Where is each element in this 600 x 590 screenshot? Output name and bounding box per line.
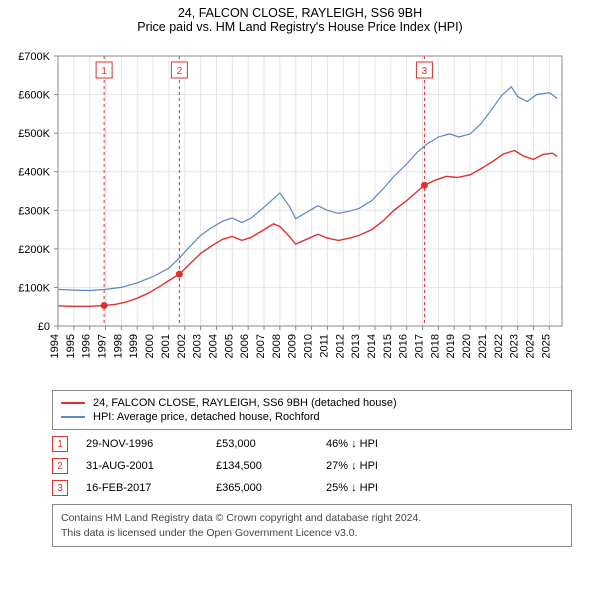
- footer-attribution: Contains HM Land Registry data © Crown c…: [52, 504, 572, 547]
- legend-swatch: [61, 416, 85, 418]
- legend-item-property: 24, FALCON CLOSE, RAYLEIGH, SS6 9BH (det…: [61, 397, 563, 409]
- svg-text:2021: 2021: [477, 334, 489, 358]
- svg-text:2009: 2009: [287, 334, 299, 358]
- svg-text:2011: 2011: [318, 334, 330, 358]
- sale-row: 2 31-AUG-2001£134,50027% ↓ HPI: [52, 458, 588, 474]
- legend-label: 24, FALCON CLOSE, RAYLEIGH, SS6 9BH (det…: [93, 397, 397, 409]
- svg-text:2003: 2003: [192, 334, 204, 358]
- sale-diff: 27% ↓ HPI: [326, 460, 436, 472]
- svg-text:2002: 2002: [176, 334, 188, 358]
- footer-line: Contains HM Land Registry data © Crown c…: [61, 511, 563, 526]
- svg-text:1994: 1994: [49, 334, 61, 358]
- legend: 24, FALCON CLOSE, RAYLEIGH, SS6 9BH (det…: [52, 390, 572, 430]
- svg-text:2001: 2001: [160, 334, 172, 358]
- footer-line: This data is licensed under the Open Gov…: [61, 526, 563, 541]
- svg-text:2: 2: [177, 66, 183, 77]
- svg-text:2023: 2023: [509, 334, 521, 358]
- legend-swatch: [61, 402, 85, 404]
- svg-text:£300K: £300K: [18, 205, 50, 217]
- svg-text:2020: 2020: [461, 334, 473, 358]
- svg-text:2006: 2006: [239, 334, 251, 358]
- svg-text:2005: 2005: [223, 334, 235, 358]
- legend-item-hpi: HPI: Average price, detached house, Roch…: [61, 411, 563, 423]
- svg-text:2024: 2024: [524, 334, 536, 358]
- svg-text:2016: 2016: [398, 334, 410, 358]
- svg-text:2008: 2008: [271, 334, 283, 358]
- sale-date: 31-AUG-2001: [86, 460, 216, 472]
- svg-text:2015: 2015: [382, 334, 394, 358]
- sales-table: 1 29-NOV-1996£53,00046% ↓ HPI 2 31-AUG-2001…: [52, 436, 588, 496]
- svg-text:3: 3: [422, 66, 428, 77]
- svg-text:£700K: £700K: [18, 51, 50, 63]
- svg-text:2004: 2004: [207, 334, 219, 358]
- sale-diff: 46% ↓ HPI: [326, 438, 436, 450]
- svg-text:2017: 2017: [414, 334, 426, 358]
- sale-badge: 2: [52, 458, 68, 474]
- svg-text:2018: 2018: [429, 334, 441, 358]
- sale-price: £134,500: [216, 460, 326, 472]
- svg-text:2000: 2000: [144, 334, 156, 358]
- chart-area: £0 £100K £200K £300K £400K £500K £600K £700K 199…: [8, 42, 592, 382]
- svg-text:1995: 1995: [65, 334, 77, 358]
- sale-diff: 25% ↓ HPI: [326, 482, 436, 494]
- svg-text:2012: 2012: [334, 334, 346, 358]
- sale-price: £365,000: [216, 482, 326, 494]
- legend-label: HPI: Average price, detached house, Roch…: [93, 411, 320, 423]
- svg-text:2019: 2019: [445, 334, 457, 358]
- sale-price: £53,000: [216, 438, 326, 450]
- svg-text:2025: 2025: [540, 334, 552, 358]
- svg-text:1996: 1996: [81, 334, 93, 358]
- sale-row: 1 29-NOV-1996£53,00046% ↓ HPI: [52, 436, 588, 452]
- sale-date: 29-NOV-1996: [86, 438, 216, 450]
- svg-text:1: 1: [101, 66, 107, 77]
- svg-text:2010: 2010: [303, 334, 315, 358]
- svg-text:£100K: £100K: [18, 282, 50, 294]
- svg-text:£200K: £200K: [18, 244, 50, 256]
- sale-badge: 1: [52, 436, 68, 452]
- svg-text:1999: 1999: [128, 334, 140, 358]
- svg-text:2007: 2007: [255, 334, 267, 358]
- svg-text:1998: 1998: [112, 334, 124, 358]
- sale-row: 3 16-FEB-2017£365,00025% ↓ HPI: [52, 480, 588, 496]
- svg-text:£400K: £400K: [18, 167, 50, 179]
- sale-badge: 3: [52, 480, 68, 496]
- svg-text:£600K: £600K: [18, 90, 50, 102]
- svg-text:£0: £0: [38, 321, 50, 333]
- svg-text:£500K: £500K: [18, 128, 50, 140]
- svg-text:1997: 1997: [97, 334, 109, 358]
- svg-text:2013: 2013: [350, 334, 362, 358]
- price-chart: £0 £100K £200K £300K £400K £500K £600K £700K 199…: [8, 42, 568, 382]
- svg-text:2022: 2022: [493, 334, 505, 358]
- chart-title-line2: Price paid vs. HM Land Registry's House …: [8, 20, 592, 34]
- chart-title-line1: 24, FALCON CLOSE, RAYLEIGH, SS6 9BH: [8, 6, 592, 20]
- svg-text:2014: 2014: [366, 334, 378, 358]
- sale-date: 16-FEB-2017: [86, 482, 216, 494]
